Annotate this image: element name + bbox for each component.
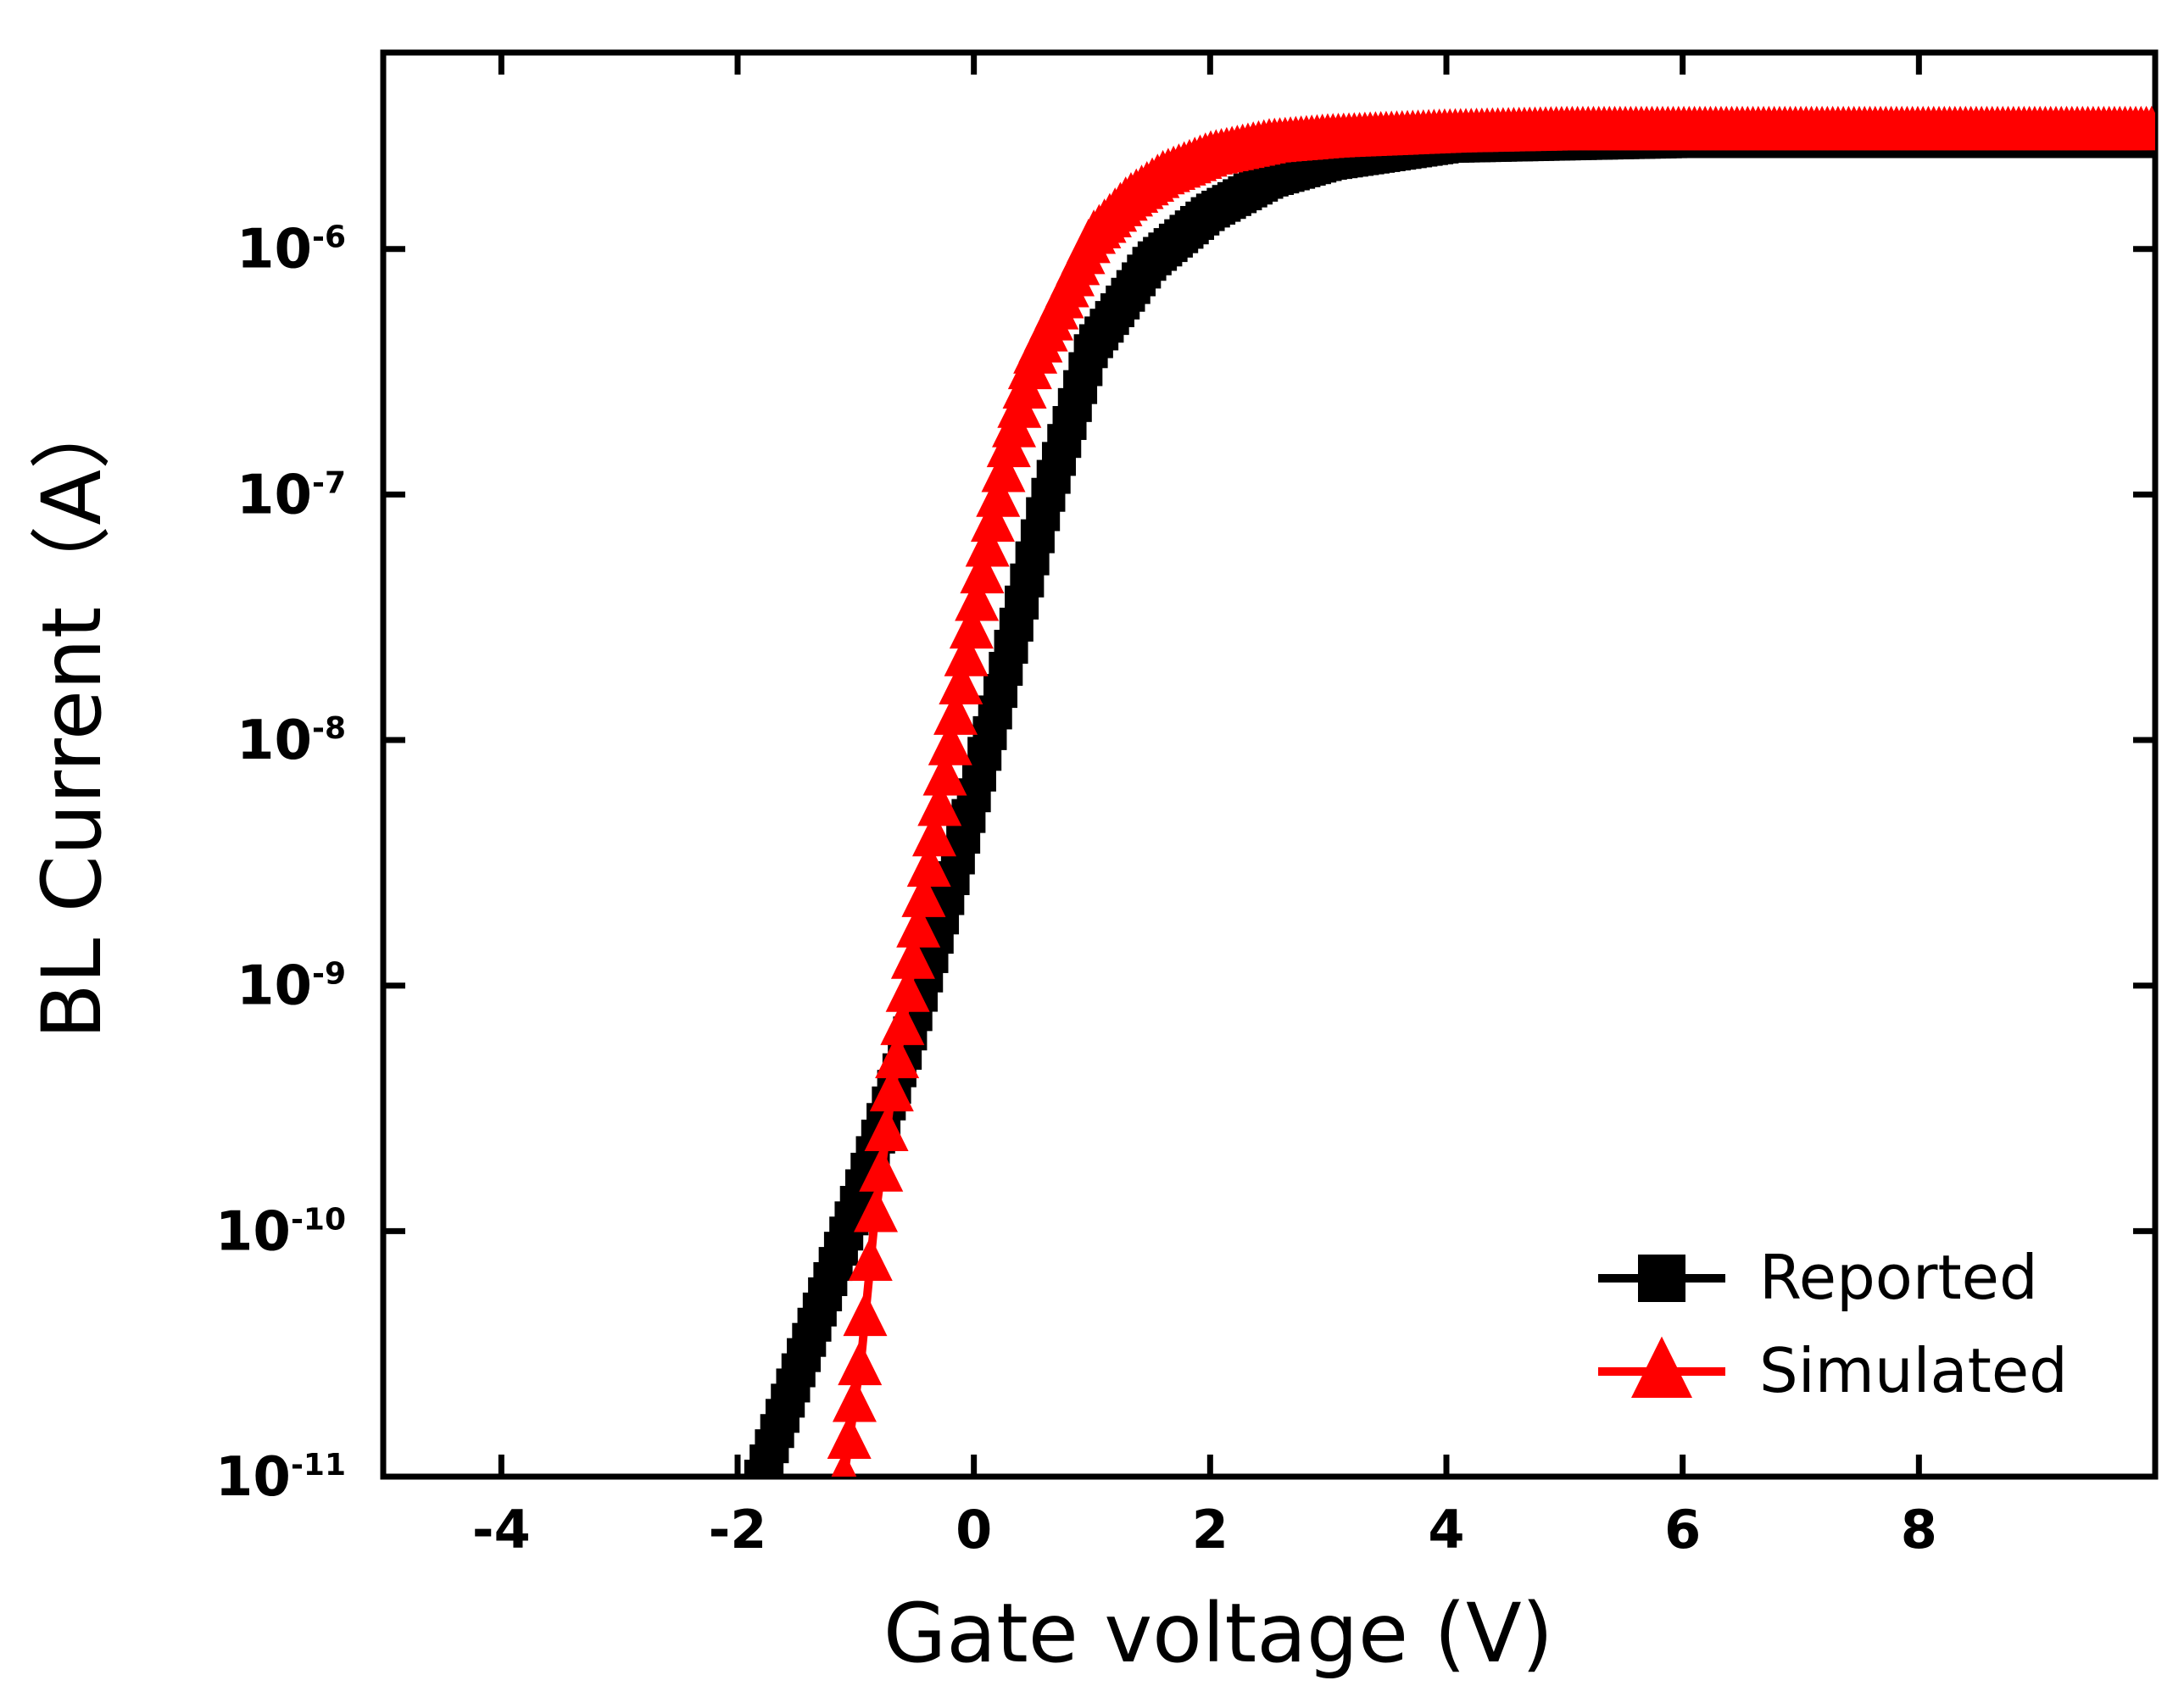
y-tick-base: 10 [237, 955, 312, 1018]
data-point [832, 1377, 877, 1422]
x-axis: -4 -2 0 2 4 6 8 [472, 53, 1937, 1561]
legend: Reported Simulated [1598, 1242, 2068, 1406]
y-tick-exponent: -10 [291, 1202, 346, 1237]
data-point [880, 1000, 925, 1045]
data-point [901, 872, 946, 917]
data-point [922, 751, 967, 796]
data-point [864, 1106, 909, 1151]
x-tick-label: 0 [956, 1499, 992, 1561]
y-tick-base: 10 [237, 464, 312, 526]
plot-area [380, 49, 2159, 1480]
y-tick-base: 10 [215, 1200, 291, 1263]
y-tick-label: 10-8 [237, 709, 346, 772]
data-point [981, 448, 1026, 492]
y-tick-label: 10-10 [215, 1200, 346, 1263]
data-point [854, 1188, 899, 1233]
y-tick-label: 10-9 [237, 955, 346, 1018]
data-point [875, 1033, 920, 1079]
data-point [976, 472, 1021, 517]
legend-label: Reported [1759, 1242, 2038, 1313]
x-tick-label: 8 [1901, 1499, 1937, 1561]
data-point [965, 522, 1010, 567]
legend-marker [1638, 1255, 1685, 1302]
x-tick-label: -2 [709, 1499, 767, 1561]
x-tick-label: 4 [1428, 1499, 1464, 1561]
data-point [970, 497, 1015, 543]
data-point [933, 690, 978, 735]
y-tick-label: 10-11 [215, 1446, 346, 1509]
data-point [906, 842, 951, 888]
y-tick-exponent: -6 [312, 220, 346, 255]
data-point [960, 548, 1005, 593]
legend-label: Simulated [1759, 1335, 2068, 1406]
data-point [928, 721, 972, 765]
legend-marker [1631, 1336, 1692, 1399]
y-tick-base: 10 [215, 1446, 291, 1509]
data-point [944, 632, 989, 676]
series-simulated [827, 105, 2155, 1477]
data-point [869, 1066, 914, 1112]
data-point [831, 1451, 857, 1477]
y-tick-exponent: -9 [312, 957, 346, 992]
x-tick-label: 2 [1192, 1499, 1228, 1561]
data-point [890, 934, 935, 979]
y-tick-label: 10-7 [237, 464, 346, 526]
data-point [939, 659, 983, 705]
data-point [859, 1147, 904, 1192]
y-tick-exponent: -7 [312, 465, 346, 500]
y-tick-exponent: -8 [312, 711, 346, 746]
data-point [885, 967, 930, 1012]
x-tick-label: 6 [1664, 1499, 1701, 1561]
y-tick-label: 10-6 [237, 219, 346, 281]
data-point [955, 576, 1000, 621]
y-axis-title: BL Current（A） [25, 388, 120, 1039]
plot-frame [380, 49, 2159, 1480]
y-tick-base: 10 [237, 219, 312, 281]
data-point [848, 1236, 893, 1281]
y-tick-base: 10 [237, 709, 312, 772]
data-point [843, 1291, 888, 1337]
x-axis-title: Gate voltage (V) [883, 1586, 1553, 1681]
data-point [838, 1340, 883, 1386]
data-point [896, 903, 941, 948]
data-point [949, 604, 994, 649]
data-point [917, 782, 962, 826]
y-tick-exponent: -11 [291, 1448, 346, 1483]
data-point [911, 811, 956, 857]
x-tick-label: -4 [472, 1499, 531, 1561]
data-point [827, 1414, 872, 1459]
data-point [2129, 105, 2155, 151]
